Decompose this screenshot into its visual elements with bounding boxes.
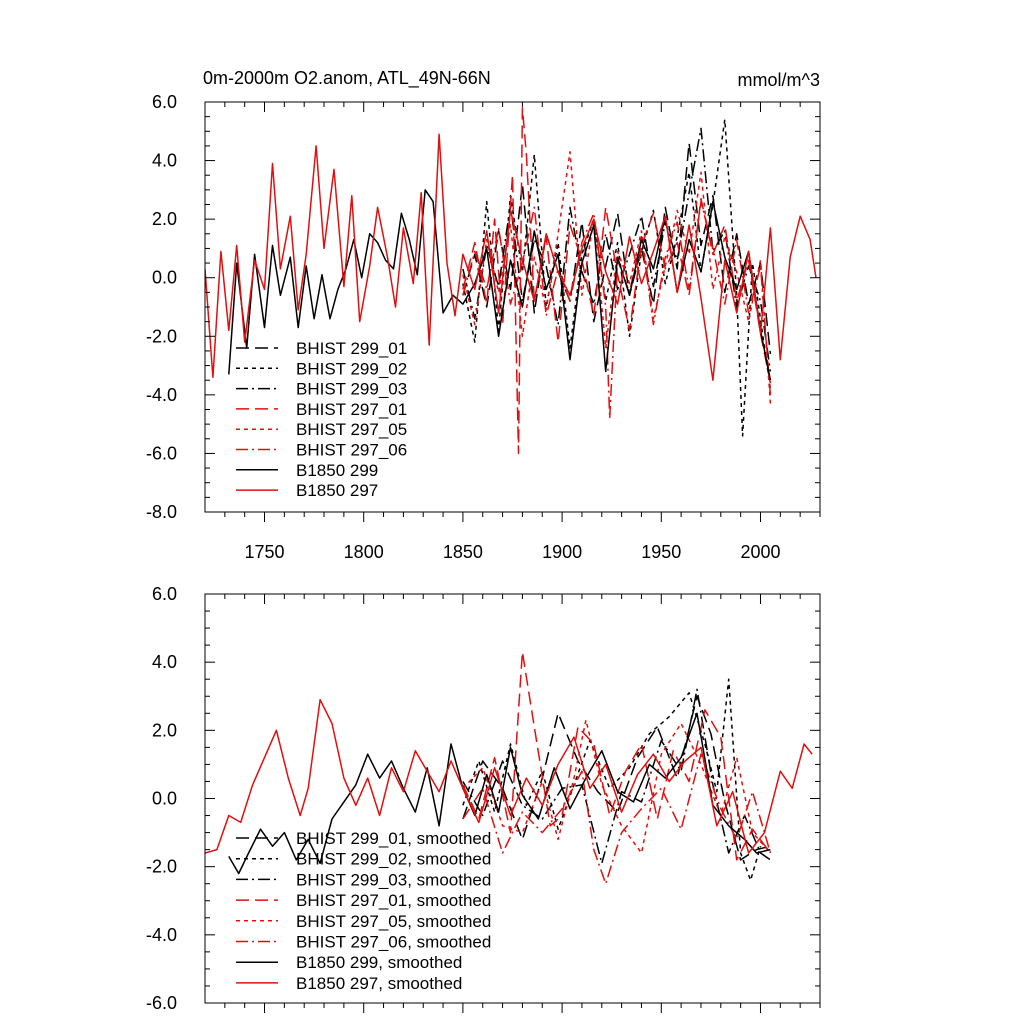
x-tick-label: 1850 [443,542,483,562]
legend-label: B1850 297, smoothed [296,974,462,993]
y-tick-label: -6.0 [146,443,177,463]
legend-label: B1850 299, smoothed [296,953,462,972]
legend-label: BHIST 299_03 [296,380,407,399]
legend-label: BHIST 297_01 [296,400,407,419]
series-line-3 [462,651,771,861]
x-tick-label: 1800 [344,542,384,562]
series-line-3 [462,107,772,455]
y-tick-label: -2.0 [146,857,177,877]
legend-label: BHIST 297_06 [296,441,407,460]
chart-title: 0m-2000m O2.anom, ATL_49N-66N [203,68,491,89]
y-tick-label: 4.0 [152,652,177,672]
legend: BHIST 299_01, smoothed BHIST 299_02, smoo… [236,829,491,993]
series-line-5 [462,753,772,885]
series-line-7 [205,133,817,381]
y-tick-label: -8.0 [146,502,177,522]
x-tick-label: 2000 [740,542,780,562]
y-tick-label: 2.0 [152,209,177,229]
y-tick-label: -4.0 [146,385,177,405]
y-tick-label: -4.0 [146,925,177,945]
x-tick-label: 1900 [542,542,582,562]
legend-label: BHIST 297_06, smoothed [296,933,491,952]
chart-bottom: -6.0 -4.0 -2.0 0.0 2.0 4.0 6.0 BHIST 299_01, sm… [146,584,821,1013]
legend-label: B1850 297 [296,481,378,500]
y-tick-label: 0.0 [152,789,177,809]
legend-label: BHIST 299_01 [296,339,407,358]
legend-label: BHIST 299_03, smoothed [296,870,491,889]
units-label: mmol/m^3 [738,70,820,90]
y-tick-label: 4.0 [152,151,177,171]
y-tick-label: 6.0 [152,92,177,112]
y-tick-label: -6.0 [146,993,177,1013]
series-line-1 [462,678,762,882]
series-line-4 [462,151,772,404]
y-tick-label: 2.0 [152,720,177,740]
legend-label: BHIST 297_05, smoothed [296,912,491,931]
legend-label: BHIST 299_01, smoothed [296,829,491,848]
y-tick-label: -2.0 [146,326,177,346]
x-tick-label: 1750 [244,542,284,562]
legend-label: BHIST 297_01, smoothed [296,891,491,910]
chart-top: -8.0 -6.0 -4.0 -2.0 0.0 2.0 4.0 6.0 1750 1800 1850… [146,92,821,562]
series-line-1 [462,118,772,437]
legend-label: B1850 299 [296,461,378,480]
legend-label: BHIST 299_02 [296,359,407,378]
series-line-7 [205,698,813,854]
y-tick-label: 0.0 [152,268,177,288]
series-line-2 [462,688,771,865]
legend-label: BHIST 299_02, smoothed [296,850,491,869]
series-line-0 [462,142,772,354]
y-tick-label: 6.0 [152,584,177,604]
legend-label: BHIST 297_05 [296,420,407,439]
x-tick-label: 1950 [641,542,681,562]
series-line-4 [462,719,771,854]
